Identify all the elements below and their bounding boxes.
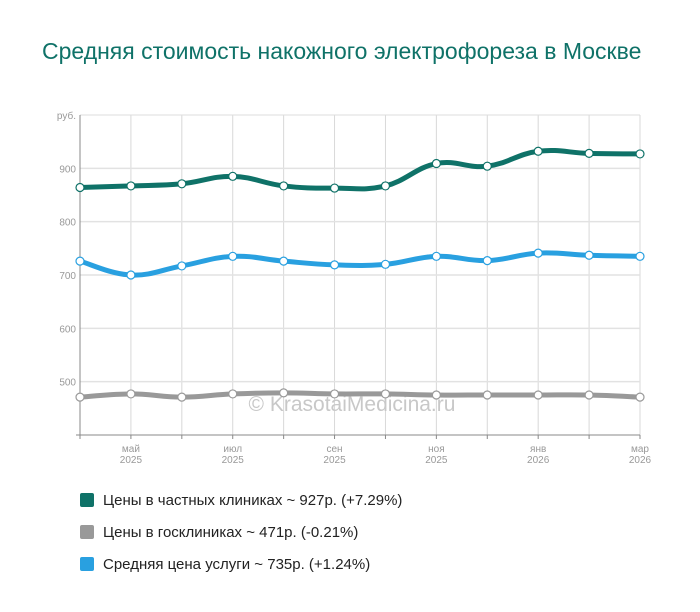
y-axis-unit-label: руб.	[57, 110, 76, 122]
data-point	[482, 390, 492, 400]
data-point	[126, 181, 136, 191]
series-line-2	[77, 250, 643, 278]
legend-label: Цены в частных клиниках ~ 927р. (+7.29%)	[103, 491, 403, 509]
y-tick-label: 800	[59, 218, 76, 229]
data-point	[329, 260, 340, 270]
data-point	[126, 389, 136, 399]
data-point	[431, 158, 441, 169]
data-point	[533, 390, 543, 400]
data-point	[228, 389, 238, 399]
data-point	[533, 248, 543, 258]
data-point	[75, 182, 85, 193]
series-line-0	[77, 147, 643, 192]
data-point	[279, 256, 289, 266]
x-tick-label: сен 2025	[323, 444, 346, 466]
x-tick-label: янв 2026	[527, 444, 550, 466]
x-tick-label: мар 2026	[629, 444, 652, 466]
data-point	[177, 261, 187, 271]
legend-item[interactable]: Цены в госклиниках ~ 471р. (-0.21%)	[80, 516, 402, 548]
data-point	[228, 171, 238, 181]
data-point	[533, 146, 543, 156]
y-tick-label: 600	[59, 324, 76, 335]
data-point	[380, 259, 391, 269]
data-point	[329, 183, 340, 193]
x-tick-label: ноя 2025	[425, 444, 448, 466]
data-point	[329, 389, 340, 399]
legend-swatch	[80, 493, 94, 507]
data-point	[380, 389, 391, 399]
data-point	[584, 390, 594, 400]
data-point	[584, 148, 594, 158]
legend-swatch	[80, 557, 94, 571]
data-point	[75, 392, 85, 402]
data-point	[635, 251, 645, 261]
legend: Цены в частных клиниках ~ 927р. (+7.29%)…	[80, 484, 402, 580]
chart-title: Средняя стоимость накожного электрофорез…	[42, 38, 642, 64]
data-point	[177, 392, 187, 402]
data-point	[279, 388, 289, 398]
data-point	[431, 251, 441, 261]
data-point	[635, 392, 645, 402]
y-tick-label: 700	[59, 271, 76, 282]
line-chart: руб. 500 600 700 800 900 май 2025 июл 2025 сен 2025…	[57, 110, 652, 466]
data-point	[75, 256, 85, 266]
data-point	[431, 390, 441, 400]
data-point	[126, 270, 136, 280]
data-point	[177, 179, 187, 189]
data-point	[228, 251, 238, 261]
legend-item[interactable]: Цены в частных клиниках ~ 927р. (+7.29%)	[80, 484, 402, 516]
data-point	[482, 256, 492, 266]
y-tick-label: 500	[59, 378, 76, 389]
y-tick-label: 900	[59, 164, 76, 175]
legend-swatch	[80, 525, 94, 539]
data-point	[279, 181, 289, 191]
watermark: © KrasotaiMedicina.ru	[249, 393, 456, 416]
legend-label: Цены в госклиниках ~ 471р. (-0.21%)	[103, 523, 359, 541]
series-line-1	[77, 390, 643, 400]
data-point	[482, 161, 492, 171]
data-point	[380, 181, 391, 191]
x-tick-label: май 2025	[120, 444, 143, 466]
legend-item[interactable]: Средняя цена услуги ~ 735р. (+1.24%)	[80, 548, 402, 580]
data-point	[584, 250, 594, 260]
legend-label: Средняя цена услуги ~ 735р. (+1.24%)	[103, 555, 371, 573]
data-point	[635, 149, 645, 159]
x-tick-label: июл 2025	[222, 444, 245, 466]
